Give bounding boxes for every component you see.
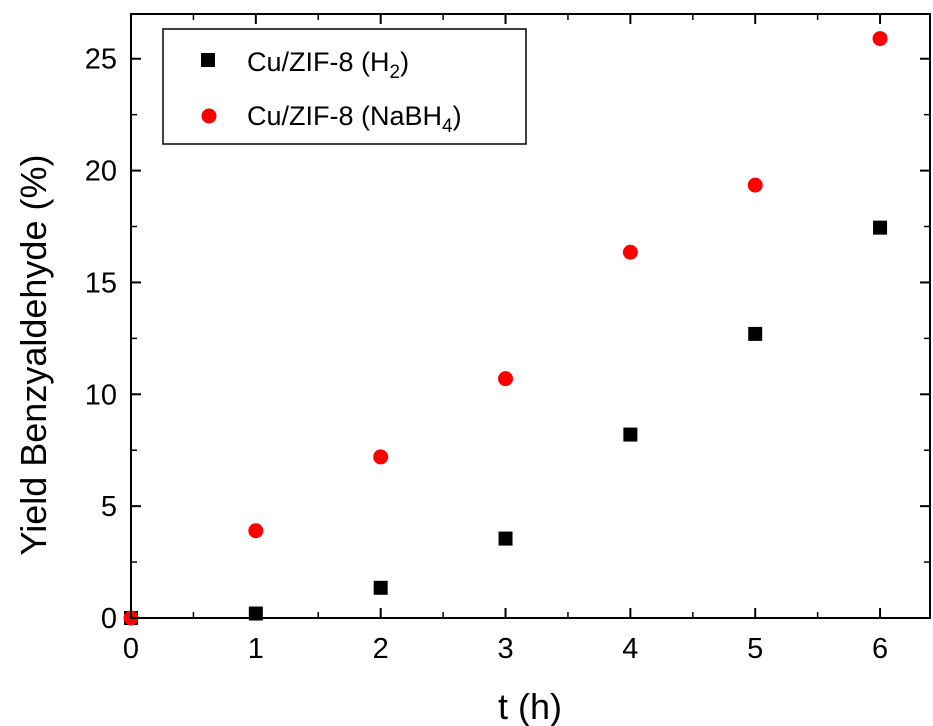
y-tick-label: 0 — [101, 603, 117, 635]
legend-marker-square — [201, 53, 215, 67]
axis-ticks — [130, 14, 930, 619]
legend-label-nabh4: Cu/ZIF-8 (NaBH4) — [247, 101, 462, 137]
data-points — [123, 31, 888, 626]
x-tick-label: 5 — [747, 633, 763, 665]
point-square-h2 — [498, 531, 513, 546]
point-circle-nabh4 — [248, 523, 264, 539]
x-tick-label: 2 — [373, 633, 389, 665]
legend-box — [162, 28, 527, 145]
x-tick-label: 4 — [622, 633, 638, 665]
legend-label-nabh4-subscript: 4 — [442, 116, 453, 137]
x-tick-label: 1 — [248, 633, 264, 665]
point-square-h2 — [373, 580, 388, 595]
point-circle-nabh4 — [622, 244, 638, 260]
point-circle-nabh4 — [747, 177, 763, 193]
y-tick-label: 15 — [85, 267, 117, 299]
x-tick-label: 6 — [872, 633, 888, 665]
point-circle-nabh4 — [498, 371, 514, 387]
point-square-h2 — [873, 220, 888, 235]
legend-marker-circle — [201, 108, 217, 124]
legend: Cu/ZIF-8 (H2) Cu/ZIF-8 (NaBH4) — [162, 28, 527, 145]
x-axis-title: t (h) — [498, 686, 562, 726]
x-tick-label: 0 — [123, 633, 139, 665]
tick-labels: 0 1 2 3 4 5 6 0 5 10 15 20 25 — [85, 44, 888, 665]
y-axis-title: Yield Benzyaldehyde (%) — [13, 155, 54, 556]
y-tick-label: 5 — [101, 491, 117, 523]
plot-frame — [130, 13, 931, 619]
point-square-h2 — [623, 427, 638, 442]
point-square-h2 — [748, 326, 763, 341]
x-tick-label: 3 — [497, 633, 513, 665]
legend-label-h2: Cu/ZIF-8 (H2) — [247, 47, 409, 83]
y-tick-label: 20 — [85, 156, 117, 188]
y-tick-label: 25 — [85, 44, 117, 76]
y-tick-label: 10 — [85, 379, 117, 411]
legend-label-h2-subscript: 2 — [390, 62, 401, 83]
point-circle-nabh4 — [872, 31, 888, 47]
point-circle-nabh4 — [373, 449, 389, 465]
